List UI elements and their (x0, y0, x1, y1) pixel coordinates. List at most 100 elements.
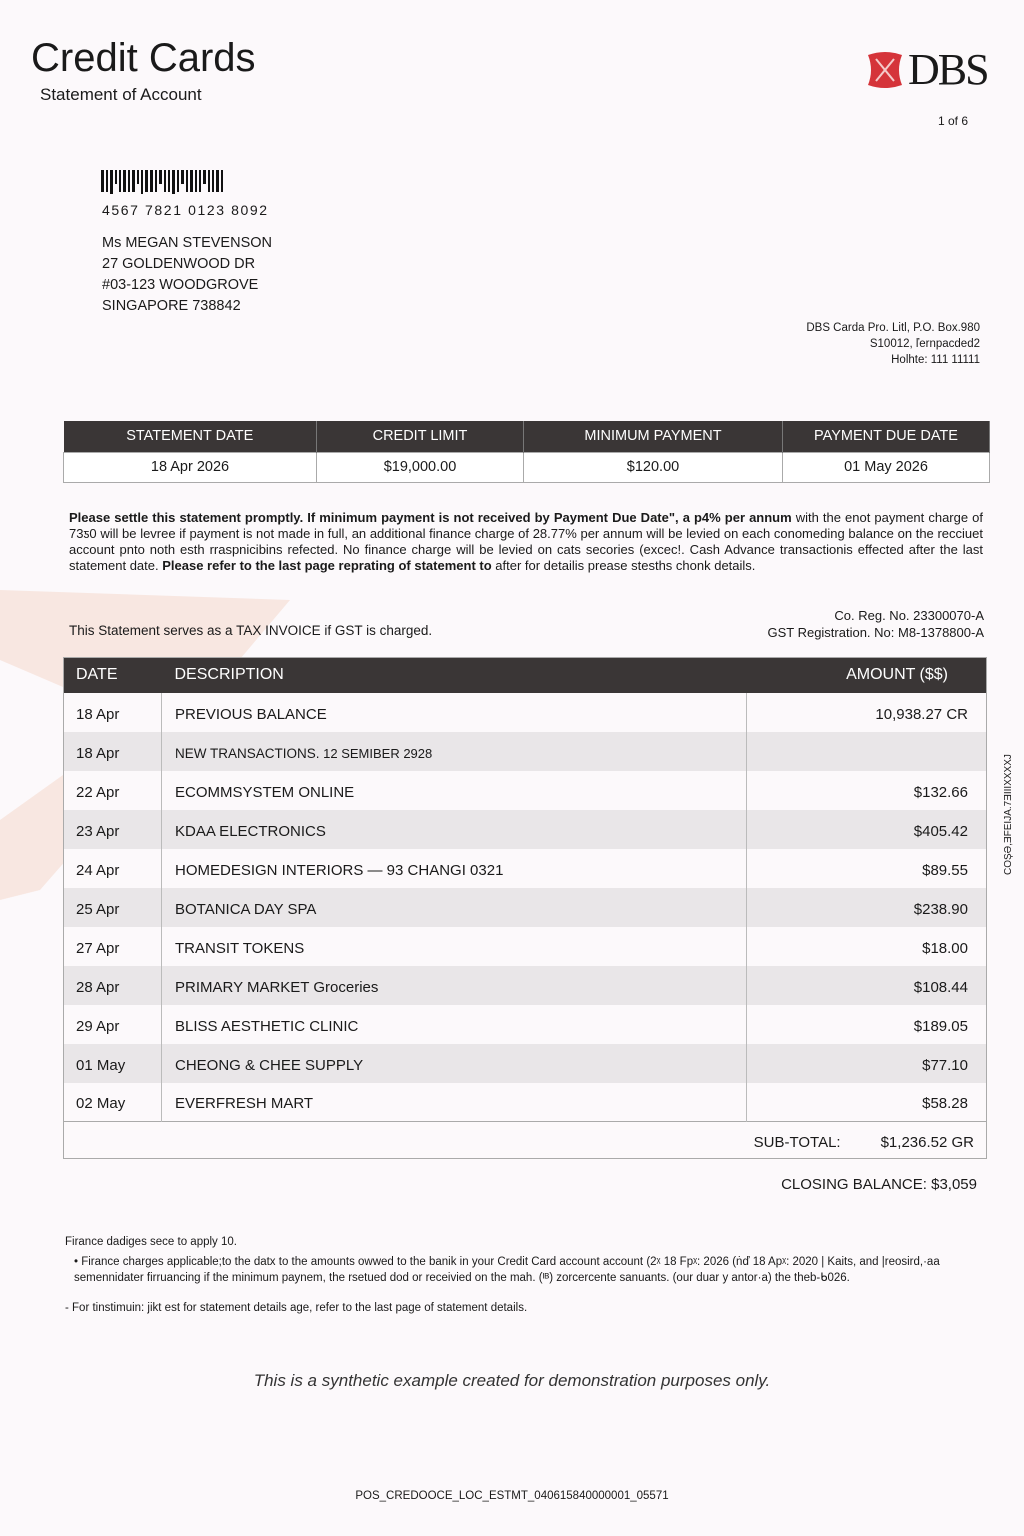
summary-header: PAYMENT DUE DATE (782, 421, 990, 452)
barcode-bar (172, 170, 175, 194)
barcode-bar (123, 170, 126, 192)
address-line: DBS Carda Pro. Litl, P.O. Box.980 (806, 322, 980, 334)
txn-description-text: PRIMARY MARKET Groceries (175, 978, 379, 996)
address-line: 27 GOLDENWOOD DR (102, 256, 256, 272)
transaction-row: 01 May CHEONG & CHEE SUPPLY $77.10 (63, 1043, 987, 1083)
transaction-row: 18 Apr PREVIOUS BALANCE 10,938.27 CR (63, 692, 987, 732)
txn-description: BOTANICA DAY SPA (161, 887, 748, 927)
notice-text: after for detailis prease stesths chonk … (491, 558, 756, 573)
address-line: #03-123 WOODGROVE (102, 277, 259, 293)
txn-date: 24 Apr (63, 848, 162, 888)
transaction-row: 23 Apr KDAA ELECTRONICS $405.42 (63, 809, 987, 849)
barcode-bar (137, 170, 139, 184)
notice-bold: Please settle this statement promptly. I… (69, 510, 792, 525)
transaction-row: 27 Apr TRANSIT TOKENS $18.00 (63, 926, 987, 966)
txn-date: 18 Apr (63, 731, 162, 771)
barcode-bar (150, 170, 153, 192)
txn-amount: $238.90 (746, 887, 987, 927)
payment-notice: Please settle this statement promptly. I… (69, 510, 983, 574)
txn-amount: 10,938.27 CR (746, 692, 987, 732)
barcode-bar (181, 170, 184, 184)
txn-description-text: EVERFRESH MART (175, 1095, 314, 1113)
summary-table: STATEMENT DATE CREDIT LIMIT MINIMUM PAYMEN… (63, 421, 990, 483)
side-code: COȘƏ,ƎFEIJA.7ƎIIIXXXXJ (1003, 754, 1014, 875)
barcode-bar (155, 170, 157, 192)
barcode-bar (186, 170, 188, 192)
page-title: Credit Cards (31, 36, 256, 80)
bank-address: DBS Carda Pro. Litl, P.O. Box.980 S10012,… (806, 320, 980, 368)
barcode-bar (195, 170, 197, 192)
txn-amount: $77.10 (746, 1043, 987, 1083)
statement-date: 18 Apr 2026 (63, 451, 317, 483)
notice-text: with the enot payment charge of 73ƽ0 wil… (69, 510, 983, 573)
address-line: Holhte: 111 11111 (891, 354, 980, 366)
txn-description-text: PREVIOUS BALANCE (175, 705, 327, 723)
footnote: - For tinstimuin: jikt est for statement… (65, 1302, 528, 1314)
customer-address: Ms MEGAN STEVENSON 27 GOLDENWOOD DR #03-12… (102, 233, 272, 317)
barcode-bar (128, 170, 130, 192)
txn-date: 18 Apr (63, 692, 162, 732)
barcode-bar (177, 170, 179, 192)
payment-due-date: 01 May 2026 (782, 451, 990, 483)
credit-limit: $19,000.00 (316, 451, 524, 483)
barcode-bar (145, 170, 148, 192)
summary-header: CREDIT LIMIT (316, 421, 524, 452)
txn-amount: $189.05 (746, 1004, 987, 1044)
txn-date: 02 May (63, 1082, 162, 1122)
barcode-bar (119, 170, 121, 192)
transaction-row: 29 Apr BLISS AESTHETIC CLINIC $189.05 (63, 1004, 987, 1044)
txn-description-text: ECOMMSYSTEM ONLINE (175, 783, 355, 801)
barcode-bar (199, 170, 201, 192)
subtotal-value: $1,236.52 GR (880, 1133, 974, 1151)
barcode-bar (159, 170, 162, 184)
barcode-bar (216, 170, 219, 192)
txn-amount: $405.42 (746, 809, 987, 849)
txn-date: 27 Apr (63, 926, 162, 966)
barcode-bar (110, 170, 113, 194)
txn-date: 22 Apr (63, 770, 162, 810)
txn-description-text: BLISS AESTHETIC CLINIC (175, 1017, 359, 1035)
barcode-bar (141, 170, 143, 194)
address-line: Ms MEGAN STEVENSON (102, 235, 272, 251)
footnotes: Firance dadiges sece to apply 10. • Firan… (65, 1234, 985, 1320)
txn-description-text: TRANSIT TOKENS (175, 939, 305, 957)
transaction-row: 02 May EVERFRESH MART $58.28 (63, 1082, 987, 1122)
subtotal-label: SUB-TOTAL: (753, 1133, 841, 1151)
barcode-bar (221, 170, 223, 192)
barcode-bar (164, 170, 166, 192)
txn-date: 25 Apr (63, 887, 162, 927)
txn-amount: $132.66 (746, 770, 987, 810)
txn-amount (746, 731, 987, 771)
txn-description: PREVIOUS BALANCE (161, 692, 748, 732)
brand-name: DBS (908, 45, 990, 94)
disclaimer: This is a synthetic example created for … (253, 1371, 771, 1390)
transaction-row: 22 Apr ECOMMSYSTEM ONLINE $132.66 (63, 770, 987, 810)
col-amount: AMOUNT ($$) (746, 657, 987, 693)
transaction-row: 28 Apr PRIMARY MARKET Groceries $108.44 (63, 965, 987, 1005)
footnote: Firance dadiges sece to apply 10. (65, 1236, 237, 1248)
barcode-bar (190, 170, 193, 192)
notice-bold: Please refer to the last page reprating … (162, 558, 492, 573)
transaction-row: 18 Apr NEW TRANSACTIONS. 12 SEMIBER 2928 (63, 731, 987, 771)
txn-date: 28 Apr (63, 965, 162, 1005)
gst-reg: GST Registration. No: M8-1378800-A (767, 625, 984, 640)
txn-description-text: NEW TRANSACTIONS. (175, 745, 320, 761)
barcode-bar (212, 170, 214, 192)
txn-description: KDAA ELECTRONICS (161, 809, 748, 849)
txn-amount: $18.00 (746, 926, 987, 966)
txn-description-text: KDAA ELECTRONICS (175, 822, 326, 840)
txn-description-text: HOMEDESIGN INTERIORS — 93 CHANGI 0321 (175, 861, 504, 879)
barcode-bar (168, 170, 170, 192)
company-reg: Co. Reg. No. 23300070-A (834, 608, 984, 623)
col-date: DATE (63, 657, 162, 693)
txn-date: 01 May (63, 1043, 162, 1083)
txn-description: BLISS AESTHETIC CLINIC (161, 1004, 748, 1044)
txn-description: TRANSIT TOKENS (161, 926, 748, 966)
txn-description: NEW TRANSACTIONS. 12 SEMIBER 2928 (161, 731, 748, 771)
closing-balance: CLOSING BALANCE: $3,059 (781, 1176, 977, 1193)
summary-header: MINIMUM PAYMENT (523, 421, 783, 452)
dbs-logo: DBS (866, 44, 990, 95)
tax-invoice-note: This Statement serves as a TAX INVOICE i… (69, 623, 433, 638)
barcode-bar (208, 170, 210, 192)
account-number: 4567 7821 0123 8092 (102, 202, 269, 218)
